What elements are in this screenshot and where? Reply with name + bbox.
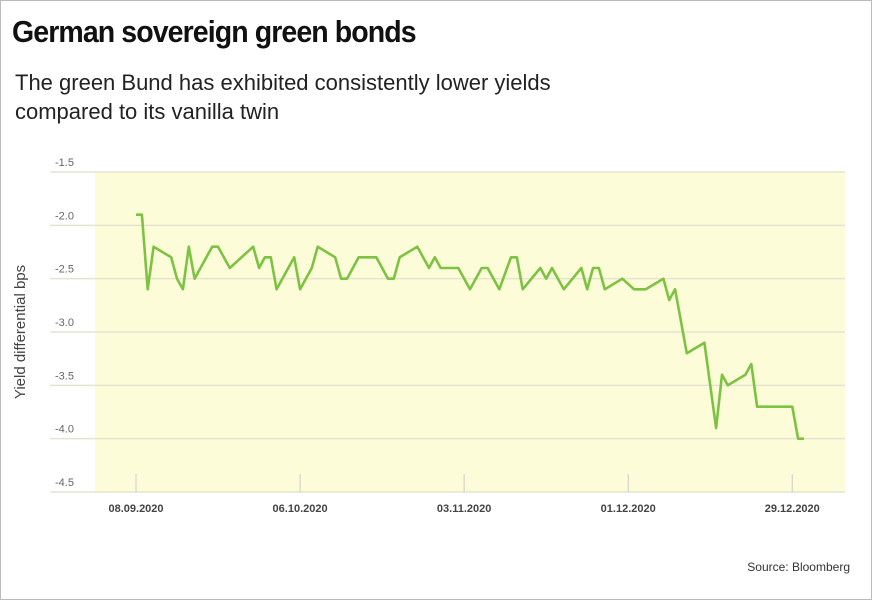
y-tick-label: -3.5 — [55, 370, 74, 382]
series-line — [136, 213, 804, 441]
y-axis-label: Yield differential bps — [12, 265, 29, 399]
y-tick-label: -2.0 — [55, 210, 74, 222]
x-tick-label: 03.11.2020 — [437, 503, 491, 515]
source-note: Source: Bloomberg — [747, 560, 850, 574]
chart-subtitle: The green Bund has exhibited consistentl… — [15, 70, 551, 124]
y-tick-label: -4.5 — [55, 477, 74, 489]
x-tick-label: 01.12.2020 — [601, 503, 656, 515]
x-tick-label: 08.09.2020 — [108, 503, 163, 515]
x-tick-label: 06.10.2020 — [273, 503, 328, 515]
y-tick-label: -1.5 — [55, 157, 74, 169]
x-tick-label: 29.12.2020 — [765, 503, 820, 515]
chart-title: German sovereign green bonds — [12, 14, 417, 49]
y-tick-label: -4.0 — [55, 424, 74, 436]
y-tick-label: -3.0 — [55, 317, 74, 329]
y-tick-label: -2.5 — [55, 264, 74, 276]
